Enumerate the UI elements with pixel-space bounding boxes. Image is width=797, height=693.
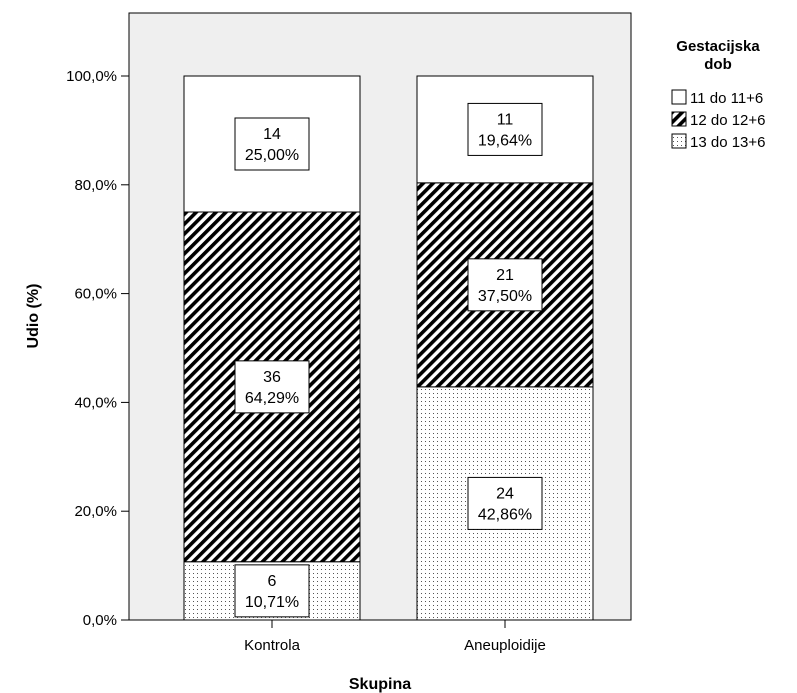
data-label-box: [234, 564, 310, 618]
data-label-box: [467, 258, 543, 312]
x-axis-title: Skupina: [349, 676, 411, 693]
bars: 6 10,71% 36 64,29% 14 25,00% 24 42,86% 21 37,50% 1…: [183, 75, 594, 621]
data-label-percent: 19,64%: [478, 132, 532, 149]
data-label-box: [467, 102, 543, 156]
data-label-percent: 37,50%: [478, 288, 532, 305]
data-label-percent: 10,71%: [245, 594, 299, 611]
data-label-percent: 25,00%: [245, 147, 299, 164]
legend-item-label: 13 do 13+6: [690, 134, 766, 151]
data-label-percent: 42,86%: [478, 506, 532, 523]
x-axis-ticks: Kontrola Aneuploidije: [244, 620, 546, 654]
legend-swatch: [671, 89, 687, 105]
data-label-count: 11: [497, 111, 514, 128]
y-tick-label: 40,0%: [74, 394, 117, 411]
data-label-box: [467, 476, 543, 530]
y-tick-label: 0,0%: [83, 612, 117, 629]
legend-item-label: 12 do 12+6: [690, 112, 766, 129]
data-label-count: 6: [268, 573, 277, 590]
legend-item-label: 11 do 11+6: [690, 90, 763, 107]
legend-title-line-2: dob: [704, 56, 732, 73]
data-label-count: 14: [263, 126, 281, 143]
y-tick-label: 100,0%: [66, 68, 117, 85]
data-label-box: [234, 117, 310, 171]
data-label-percent: 64,29%: [245, 390, 299, 407]
data-label-count: 24: [496, 485, 514, 502]
data-label-count: 36: [263, 369, 281, 386]
legend: Gestacijska dob 11 do 11+6 12 do 12+6 13 d…: [671, 38, 766, 151]
y-axis-ticks: 0,0% 20,0% 40,0% 60,0% 80,0% 100,0%: [66, 68, 129, 629]
y-tick-label: 20,0%: [74, 503, 117, 520]
legend-items: 11 do 11+6 12 do 12+6 13 do 13+6: [671, 89, 766, 151]
y-axis-title: Udio (%): [25, 284, 42, 349]
legend-swatch: [671, 133, 687, 149]
y-tick-label: 80,0%: [74, 177, 117, 194]
data-label-box: [234, 360, 310, 414]
y-tick-label: 60,0%: [74, 286, 117, 303]
x-tick-label: Aneuploidije: [464, 637, 546, 654]
legend-swatch: [671, 111, 687, 127]
x-tick-label: Kontrola: [244, 637, 301, 654]
legend-title-line-1: Gestacijska: [676, 38, 760, 55]
data-label-count: 21: [496, 267, 514, 284]
